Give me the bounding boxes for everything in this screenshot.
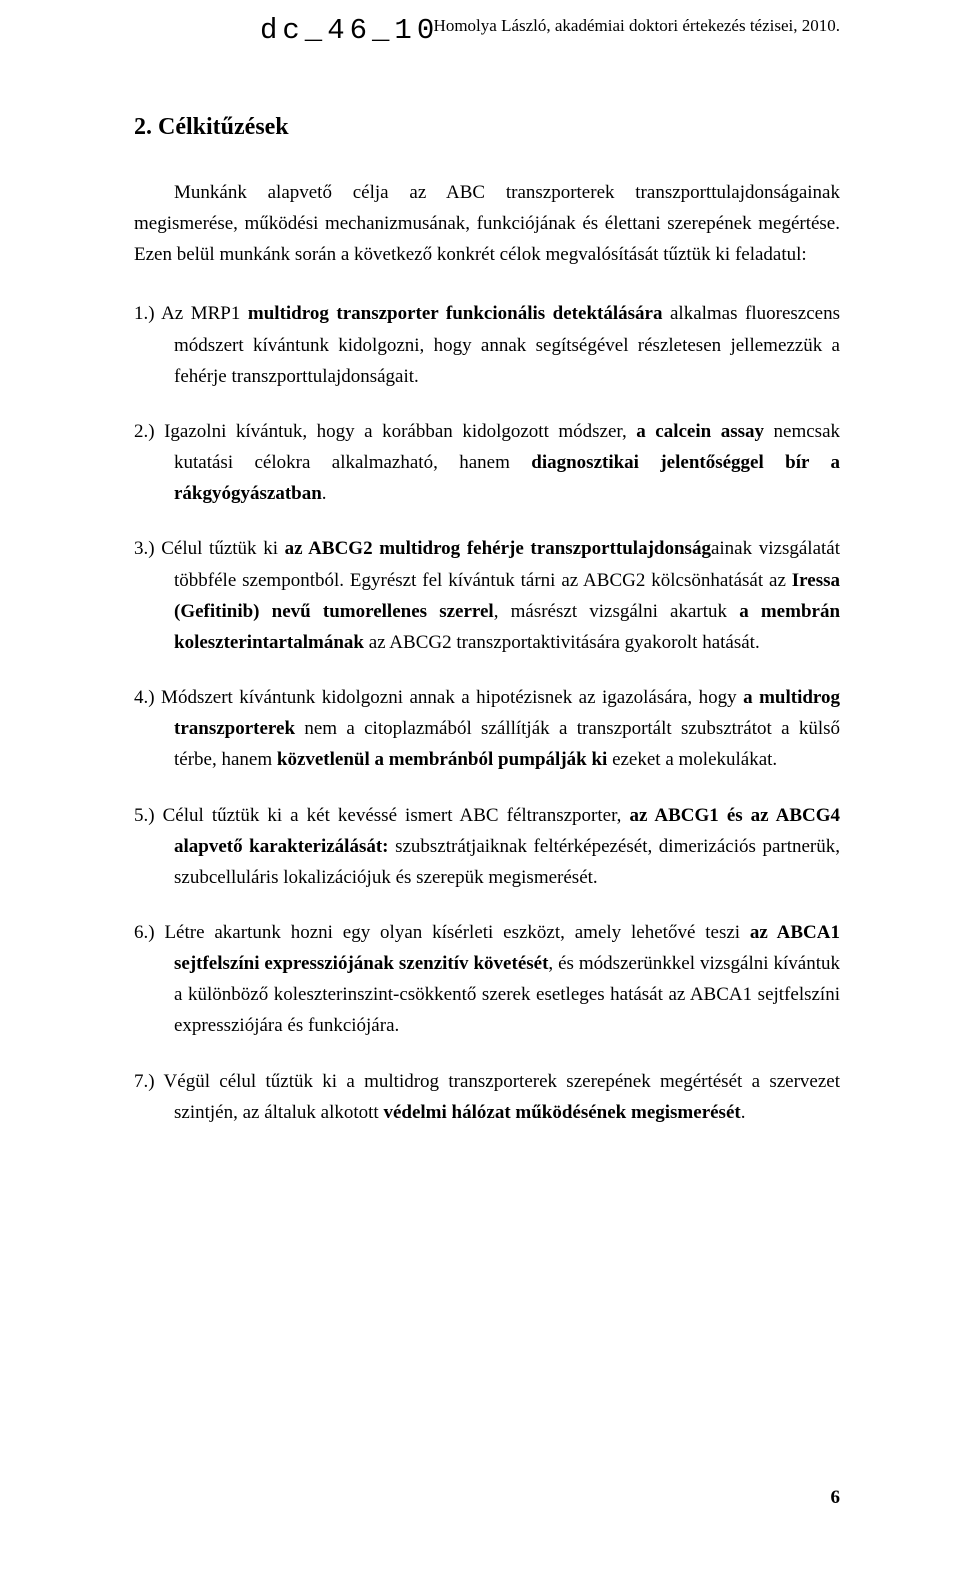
list-item: 1.) Az MRP1 multidrog transzporter funkc…: [134, 298, 840, 391]
list-item: 6.) Létre akartunk hozni egy olyan kísér…: [134, 917, 840, 1042]
item-text: , másrészt vizsgálni akartuk: [494, 601, 739, 622]
item-text: Célul tűztük ki a két kevéssé ismert ABC…: [163, 805, 630, 826]
item-text: Célul tűztük ki: [161, 538, 284, 559]
item-bold: védelmi hálózat működésének megismerését: [383, 1102, 740, 1123]
item-text: Módszert kívántunk kidolgozni annak a hi…: [161, 687, 743, 708]
page-content: 2. Célkitűzések Munkánk alapvető célja a…: [134, 114, 840, 1128]
page-number: 6: [831, 1487, 841, 1509]
item-text: ezeket a molekulákat.: [607, 749, 777, 770]
list-item: 2.) Igazolni kívántuk, hogy a korábban k…: [134, 416, 840, 509]
list-item: 3.) Célul tűztük ki az ABCG2 multidrog f…: [134, 533, 840, 658]
list-item: 5.) Célul tűztük ki a két kevéssé ismert…: [134, 800, 840, 893]
item-marker: 3.): [134, 538, 155, 559]
item-text: Igazolni kívántuk, hogy a korábban kidol…: [164, 421, 636, 442]
item-marker: 2.): [134, 421, 155, 442]
item-bold: multidrog transzporter funkcionális dete…: [248, 303, 663, 324]
item-marker: 7.): [134, 1071, 155, 1092]
item-marker: 1.): [134, 303, 155, 324]
item-text: .: [741, 1102, 746, 1123]
list-item: 4.) Módszert kívántunk kidolgozni annak …: [134, 682, 840, 775]
item-marker: 4.): [134, 687, 155, 708]
item-text: az ABCG2 transzportaktivitására gyakorol…: [364, 632, 760, 653]
doc-stamp: dc_46_10: [260, 14, 439, 47]
item-text: Létre akartunk hozni egy olyan kísérleti…: [164, 922, 749, 943]
item-marker: 5.): [134, 805, 155, 826]
item-text: .: [322, 483, 327, 504]
item-text: Az MRP1: [161, 303, 248, 324]
item-bold: az ABCG2 multidrog fehérje transzporttul…: [285, 538, 711, 559]
list-item: 7.) Végül célul tűztük ki a multidrog tr…: [134, 1066, 840, 1128]
intro-paragraph: Munkánk alapvető célja az ABC transzport…: [134, 177, 840, 270]
doc-citation: Homolya László, akadémiai doktori érteke…: [434, 16, 840, 36]
item-marker: 6.): [134, 922, 155, 943]
item-bold: a calcein assay: [636, 421, 764, 442]
section-title: 2. Célkitűzések: [134, 114, 840, 141]
item-bold: közvetlenül a membránból pumpálják ki: [277, 749, 607, 770]
